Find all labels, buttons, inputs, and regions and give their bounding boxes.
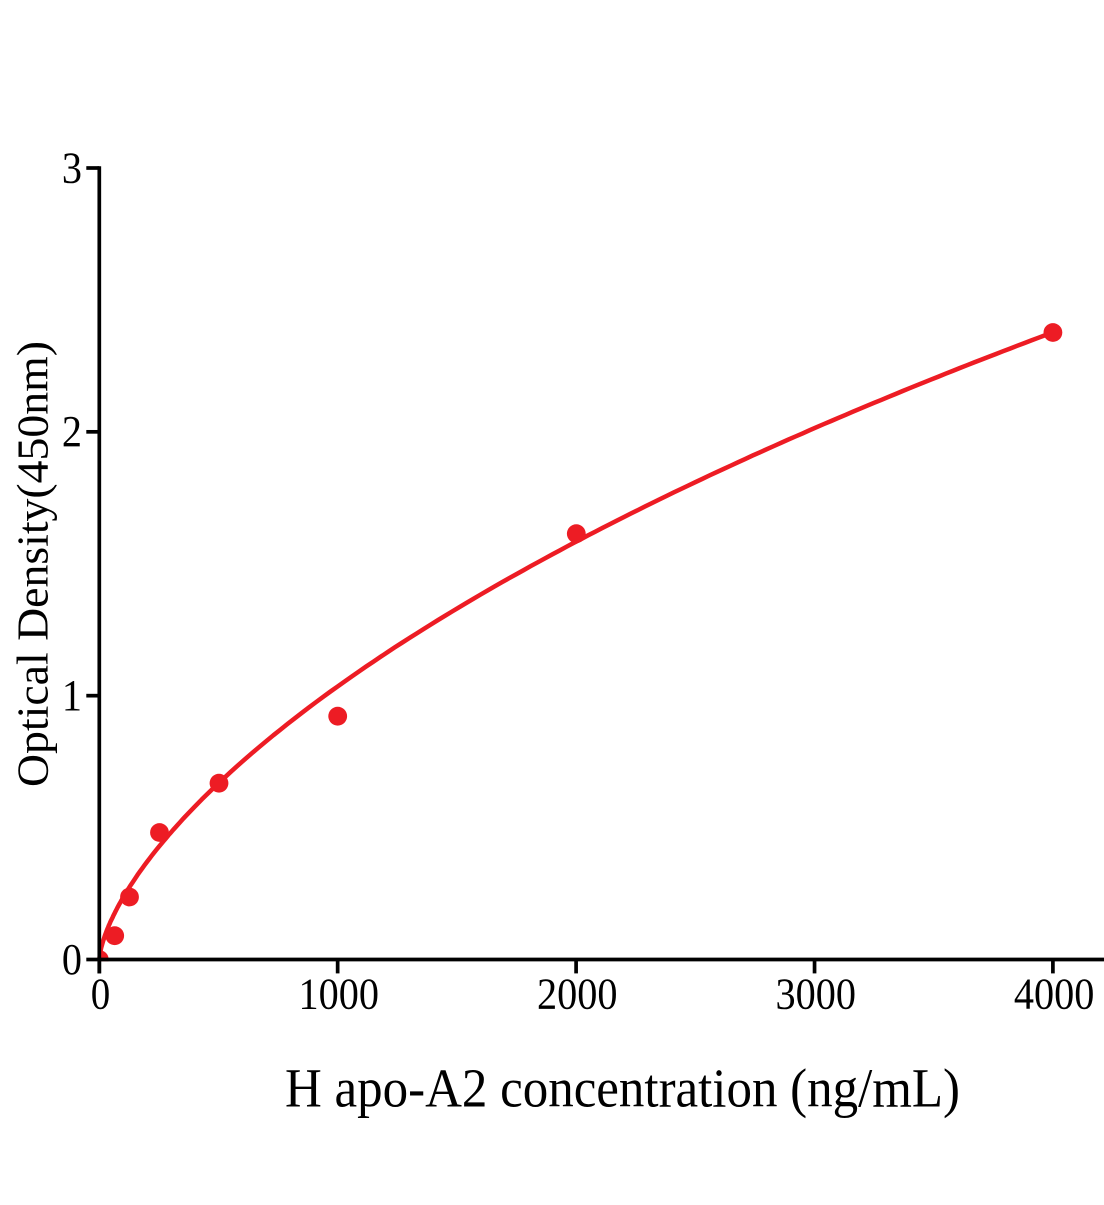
svg-text:Optical Density(450nm): Optical Density(450nm) <box>9 341 58 787</box>
svg-text:2000: 2000 <box>537 970 618 1019</box>
svg-text:0: 0 <box>62 935 82 984</box>
svg-text:H apo-A2 concentration (ng/mL): H apo-A2 concentration (ng/mL) <box>285 1058 960 1119</box>
svg-text:1000: 1000 <box>299 970 380 1019</box>
svg-text:3: 3 <box>62 143 82 192</box>
svg-text:4000: 4000 <box>1014 970 1095 1019</box>
svg-text:0: 0 <box>91 970 111 1019</box>
svg-text:1: 1 <box>62 671 82 720</box>
svg-text:3000: 3000 <box>776 970 857 1019</box>
svg-text:2: 2 <box>62 407 82 456</box>
